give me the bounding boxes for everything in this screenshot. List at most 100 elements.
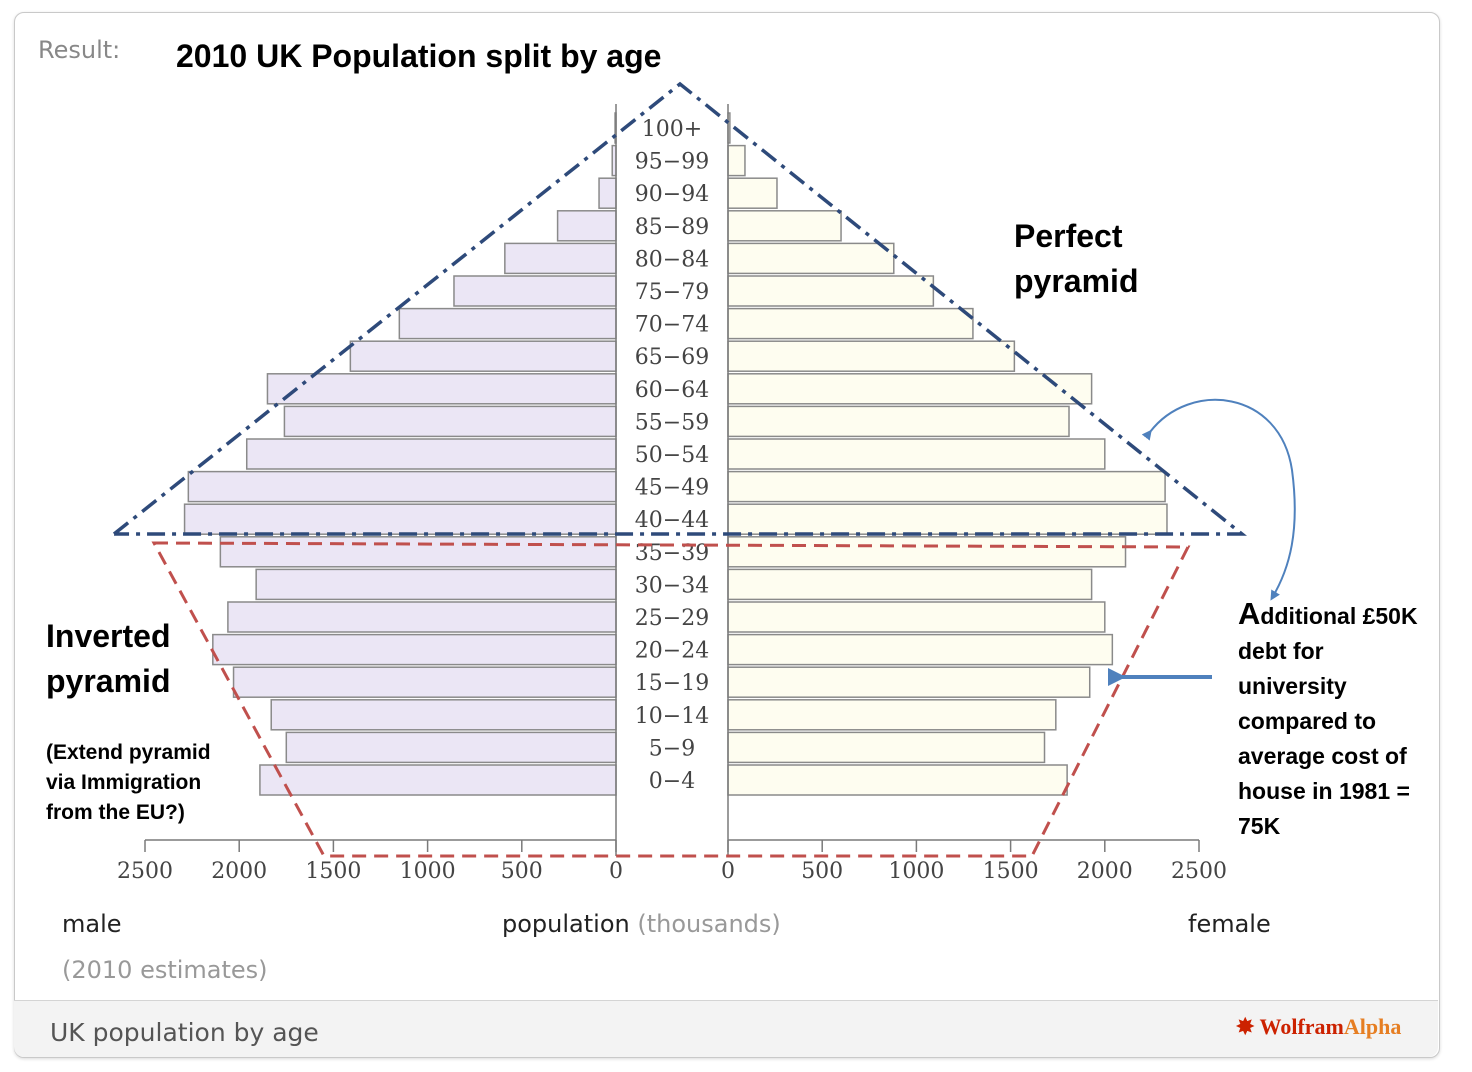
perfect-pyramid-outline	[112, 81, 1247, 536]
female-tick-label-1500: 1500	[983, 859, 1039, 884]
age-label-55-59: 55−59	[635, 410, 709, 435]
female-bar-5-9	[727, 731, 1046, 764]
x-axis-label-unit: (thousands)	[637, 910, 781, 938]
age-label-75-79: 75−79	[635, 280, 709, 305]
logo-alpha: Alpha	[1343, 1014, 1402, 1039]
female-bar-40-44	[727, 503, 1168, 535]
male-bar-55-59	[283, 405, 617, 438]
female-bar-65-69	[727, 340, 1016, 372]
female-bar-55-59	[727, 405, 1070, 438]
female-bar-70-74	[727, 307, 974, 340]
female-bar-60-64	[727, 373, 1093, 405]
male-bar-35-39	[219, 536, 617, 568]
female-bar-35-39	[727, 536, 1127, 568]
female-bar-30-34	[727, 568, 1093, 601]
age-label-5-9: 5−9	[649, 736, 695, 761]
result-label: Result:	[38, 36, 121, 64]
extend-line1: (Extend pyramid	[46, 741, 211, 764]
debt-line4: compared to	[1238, 708, 1377, 734]
inverted-line1: Inverted	[46, 618, 171, 654]
male-bar-30-34	[255, 568, 617, 601]
male-bar-85-89	[556, 210, 617, 242]
male-bar-65-69	[349, 340, 617, 372]
male-bar-25-29	[227, 601, 617, 633]
female-bar-45-49	[727, 470, 1166, 503]
female-tick-label-0: 0	[721, 859, 735, 884]
male-tick-label-1500: 1500	[305, 859, 361, 884]
female-bar-90-94	[727, 177, 778, 209]
male-tick-label-0: 0	[609, 859, 623, 884]
x-axis-label: population (thousands)	[502, 910, 781, 938]
male-label: male	[62, 910, 122, 938]
male-bar-10-14	[270, 699, 617, 731]
x-axis-label-main: population	[502, 910, 630, 938]
age-label-70-74: 70−74	[635, 313, 709, 338]
wolfram-alpha-logo[interactable]: ✸ WolframAlpha	[1236, 1014, 1401, 1040]
female-bar-20-24	[727, 633, 1114, 666]
footer-title[interactable]: UK population by age	[50, 1018, 319, 1047]
male-bar-50-54	[245, 438, 617, 470]
debt-line1: Additional £50K	[1238, 596, 1418, 634]
logo-main: Wolfram	[1259, 1014, 1344, 1039]
male-tick-label-500: 500	[501, 859, 543, 884]
inverted-pyramid-outline	[151, 541, 1191, 858]
female-tick-label-1000: 1000	[888, 859, 944, 884]
female-bar-50-54	[727, 438, 1106, 470]
debt-line3: university	[1238, 673, 1347, 699]
male-bar-90-94	[598, 177, 617, 209]
age-label-90-94: 90−94	[635, 182, 709, 207]
age-label-95-99: 95−99	[635, 150, 709, 175]
male-bar-5-9	[285, 731, 617, 764]
female-bar-15-19	[727, 666, 1091, 698]
age-label-100+: 100+	[642, 117, 702, 142]
age-label-10-14: 10−14	[635, 704, 709, 729]
curved-arrow	[1141, 399, 1296, 601]
age-label-15-19: 15−19	[635, 671, 709, 696]
debt-first-letter: A	[1238, 596, 1261, 631]
debt-line1-rest: dditional £50K	[1260, 603, 1418, 629]
female-label: female	[1188, 910, 1271, 938]
inverted-pyramid-label: Inverted pyramid	[46, 614, 170, 704]
female-tick-label-2000: 2000	[1077, 859, 1133, 884]
female-bar-80-84	[727, 242, 895, 275]
female-bar-95-99	[727, 144, 746, 177]
female-bar-0-4	[727, 764, 1068, 796]
male-bar-15-19	[232, 666, 617, 698]
perfect-line2: pyramid	[1014, 263, 1139, 299]
page-title: 2010 UK Population split by age	[176, 38, 662, 74]
female-tick-label-2500: 2500	[1171, 859, 1227, 884]
age-label-65-69: 65−69	[635, 345, 709, 370]
debt-note: Additional £50K debt for university comp…	[1238, 596, 1418, 844]
male-tick-label-2500: 2500	[117, 859, 173, 884]
debt-line2: debt for	[1238, 638, 1324, 664]
extend-line2: via Immigration	[46, 771, 202, 794]
female-bar-10-14	[727, 699, 1057, 731]
male-bar-40-44	[183, 503, 617, 535]
male-tick-label-1000: 1000	[400, 859, 456, 884]
immigration-note: (Extend pyramid via Immigration from the…	[46, 738, 211, 828]
age-label-40-44: 40−44	[635, 508, 709, 533]
perfect-pyramid-label: Perfect pyramid	[1014, 214, 1138, 304]
male-bar-45-49	[187, 470, 617, 503]
inverted-line2: pyramid	[46, 663, 171, 699]
age-label-45-49: 45−49	[635, 476, 709, 501]
estimate-note: (2010 estimates)	[62, 956, 268, 984]
perfect-line1: Perfect	[1014, 218, 1123, 254]
age-label-80-84: 80−84	[635, 247, 709, 272]
debt-line7: 75K	[1238, 813, 1281, 839]
male-tick-label-2000: 2000	[211, 859, 267, 884]
pod-footer	[14, 1000, 1438, 1057]
male-bar-70-74	[398, 307, 617, 340]
female-tick-label-500: 500	[801, 859, 843, 884]
age-label-60-64: 60−64	[635, 378, 709, 403]
star-icon: ✸	[1236, 1014, 1255, 1039]
debt-line6: house in 1981 =	[1238, 778, 1410, 804]
female-bar-25-29	[727, 601, 1106, 633]
age-label-20-24: 20−24	[635, 639, 709, 664]
debt-line5: average cost of	[1238, 743, 1407, 769]
male-bar-60-64	[266, 373, 617, 405]
female-bar-75-79	[727, 275, 935, 307]
male-bar-0-4	[259, 764, 617, 796]
male-bar-20-24	[212, 633, 617, 666]
